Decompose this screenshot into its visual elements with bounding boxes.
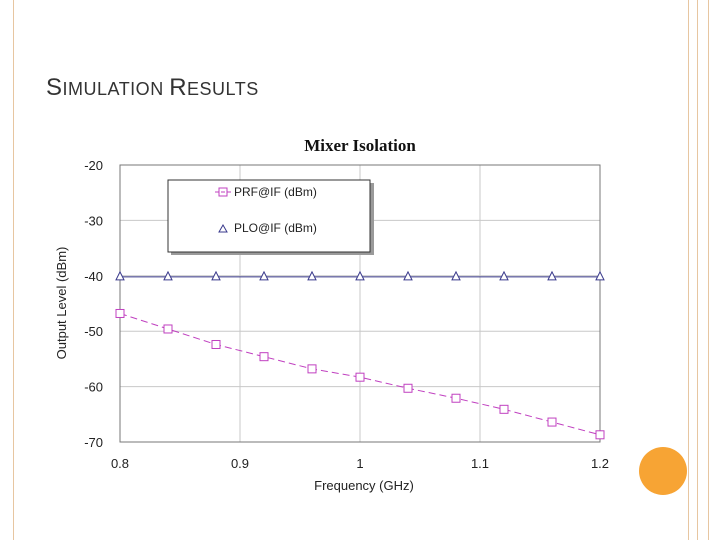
y-tick-label: -70 <box>84 435 103 450</box>
series-1-point <box>451 270 461 281</box>
title-word-2: RESULTS <box>169 74 259 101</box>
series-1-point <box>355 270 365 281</box>
series-0-point <box>451 393 461 403</box>
x-tick-label: 1.1 <box>471 456 489 471</box>
series-1-point <box>115 270 125 281</box>
decorative-orange-circle <box>639 447 687 495</box>
series-1-point <box>259 270 269 281</box>
x-axis-label: Frequency (GHz) <box>314 478 414 493</box>
series-1-point <box>211 270 221 281</box>
series-0-point <box>259 352 269 362</box>
series-0-point <box>499 404 509 414</box>
series-1-point <box>307 270 317 281</box>
legend-box <box>167 179 371 253</box>
series-1-point <box>547 270 557 281</box>
legend-prf-marker <box>218 187 228 197</box>
y-axis-label: Output Level (dBm) <box>54 247 69 360</box>
x-tick-label: 0.8 <box>111 456 129 471</box>
series-1-point <box>499 270 509 281</box>
series-0-point <box>595 430 605 440</box>
series-0-point <box>547 417 557 427</box>
y-tick-label: -50 <box>84 324 103 339</box>
series-1-point <box>163 270 173 281</box>
series-layer <box>115 270 605 440</box>
right-frame-border <box>688 0 720 540</box>
y-tick-label: -30 <box>84 213 103 228</box>
plot-area <box>119 164 601 443</box>
x-tick-label: 0.9 <box>231 456 249 471</box>
title-word-1: SIMULATION <box>46 74 170 101</box>
series-0-point <box>115 308 125 318</box>
chart-title: Mixer Isolation <box>304 136 416 155</box>
legend: PRF@IF (dBm) PLO@IF (dBm) <box>167 179 374 255</box>
y-tick-label: -60 <box>84 380 103 395</box>
y-tick-label: -40 <box>84 269 103 284</box>
right-frame-inner-border <box>697 0 709 540</box>
slide-title: SIMULATION RESULTS <box>46 74 259 102</box>
tick-labels: 0.8 0.9 1 1.1 1.2 -20 -30 -40 -50 -60 -70 <box>84 158 609 471</box>
left-frame-border <box>0 0 14 540</box>
series-0-point <box>355 372 365 382</box>
series-0-point <box>163 324 173 334</box>
series-1-point <box>403 270 413 281</box>
y-tick-label: -20 <box>84 158 103 173</box>
series-0-point <box>211 339 221 349</box>
legend-plo-label: PLO@IF (dBm) <box>234 221 317 235</box>
x-tick-label: 1 <box>356 456 363 471</box>
legend-prf-label: PRF@IF (dBm) <box>234 185 317 199</box>
series-1-point <box>595 270 605 281</box>
series-0-point <box>307 364 317 374</box>
x-tick-label: 1.2 <box>591 456 609 471</box>
legend-plo-marker <box>218 223 228 233</box>
series-0-point <box>403 383 413 393</box>
